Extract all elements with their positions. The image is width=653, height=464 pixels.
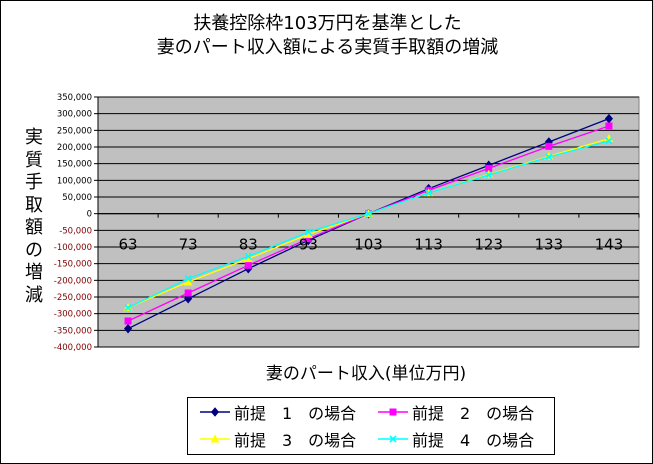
y-tick-label: 200,000 [57,143,92,153]
series-3-point [183,277,193,286]
legend-swatch [200,434,230,443]
series-4-point [124,304,132,312]
series-4-point [425,189,433,197]
legend-item-4: 前提 4 の場合 [378,426,534,452]
y-tick-label: -100,000 [54,243,92,253]
y-tick-label: -250,000 [54,293,92,303]
y-tick-label: 100,000 [57,176,92,186]
legend-swatch [200,407,230,417]
series-2-point [545,142,553,150]
plot-background [97,96,640,348]
legend-item-1: 前提 1 の場合 [200,399,356,425]
y-tick-label: 150,000 [57,160,92,170]
x-tick-label: 123 [474,236,503,254]
x-tick-label: 143 [595,236,624,254]
y-tick-label: -300,000 [54,310,92,320]
chart-title-line-2: 妻のパート収入額による実質手取額の増減 [156,37,499,58]
series-1-point [123,323,133,334]
x-tick-label: 93 [299,236,318,254]
x-tick-label: 83 [239,236,258,254]
y-axis-label: 実質手取額の増減 [25,127,43,306]
y-tick-label: 0 [87,210,92,220]
series-2-point [244,261,252,269]
legend-label: 前提 1 の場合 [234,404,357,423]
series-4-point [184,275,192,283]
series-2-point [605,122,613,130]
y-tick-label: 250,000 [57,126,92,136]
y-tick-label: -150,000 [54,260,92,270]
x-tick-label: 133 [535,236,564,254]
series-4-point [364,210,373,218]
y-tick-label: -200,000 [54,276,92,286]
x-tick-label: 63 [119,236,138,254]
legend: 前提 1 の場合 前提 2 の場合前提 3 の場合 前提 4 の場合 [187,397,555,455]
x-tick-label: 103 [354,236,383,254]
y-tick-label: 300,000 [57,110,92,120]
legend-item-2: 前提 2 の場合 [378,399,534,425]
y-tick-label: -350,000 [54,326,92,336]
series-4-point [545,153,553,161]
series-4-point [605,137,613,145]
y-tick-label: 350,000 [57,93,92,103]
y-tick-label: 50,000 [62,193,92,203]
series-2-point [184,289,192,297]
series-1-point [184,293,193,304]
legend-marker [210,434,220,443]
legend-label: 前提 3 の場合 [234,431,357,450]
legend-swatch [378,435,408,443]
legend-item-3: 前提 3 の場合 [200,426,356,452]
legend-marker [389,408,397,416]
series-2-point [124,317,132,325]
x-tick-label: 113 [414,236,443,254]
y-tick-label: -400,000 [54,343,92,353]
series-4-point [485,171,493,179]
y-tick-label: -50,000 [59,226,92,236]
legend-marker [210,407,220,417]
legend-label: 前提 4 の場合 [412,431,535,450]
series-4-point [244,252,252,260]
series-4-point [304,228,312,236]
legend-label: 前提 2 の場合 [412,404,535,423]
legend-marker [389,435,397,443]
x-tick-label: 73 [179,236,198,254]
chart-title-line-1: 扶養控除枠103万円を基準とした [193,13,462,34]
legend-swatch [378,408,408,416]
x-axis-label: 妻のパート収入(単位万円) [265,364,467,384]
